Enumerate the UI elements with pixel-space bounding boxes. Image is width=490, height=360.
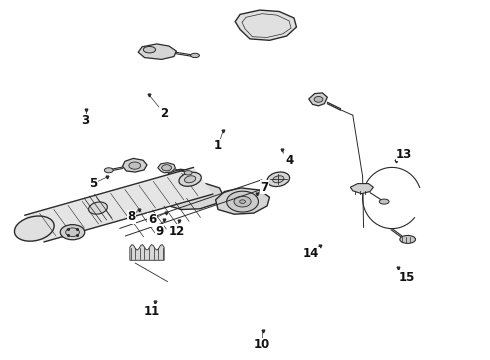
- Ellipse shape: [162, 165, 172, 171]
- Text: 15: 15: [398, 271, 415, 284]
- Text: 14: 14: [303, 247, 319, 260]
- Text: 6: 6: [148, 213, 156, 226]
- Ellipse shape: [379, 199, 389, 204]
- Ellipse shape: [191, 53, 199, 58]
- Ellipse shape: [267, 172, 290, 186]
- Ellipse shape: [400, 235, 416, 243]
- Ellipse shape: [184, 171, 192, 175]
- Polygon shape: [158, 163, 175, 173]
- Ellipse shape: [179, 172, 201, 186]
- Polygon shape: [163, 183, 223, 210]
- Ellipse shape: [143, 46, 156, 53]
- Ellipse shape: [177, 175, 183, 178]
- Ellipse shape: [273, 176, 284, 183]
- Ellipse shape: [66, 228, 79, 237]
- Ellipse shape: [89, 202, 107, 214]
- Ellipse shape: [240, 200, 245, 203]
- Text: 12: 12: [168, 225, 185, 238]
- Polygon shape: [216, 188, 270, 214]
- Polygon shape: [24, 167, 213, 242]
- Ellipse shape: [234, 196, 251, 207]
- Text: 3: 3: [82, 114, 90, 127]
- Ellipse shape: [14, 216, 54, 241]
- Ellipse shape: [60, 225, 85, 240]
- Text: 7: 7: [261, 181, 269, 194]
- Text: 11: 11: [144, 305, 160, 318]
- Text: 10: 10: [254, 338, 270, 351]
- Polygon shape: [122, 158, 147, 172]
- Text: 2: 2: [160, 107, 168, 120]
- Text: 9: 9: [155, 225, 163, 238]
- Polygon shape: [164, 169, 198, 188]
- Ellipse shape: [185, 176, 196, 183]
- Ellipse shape: [314, 96, 323, 102]
- Polygon shape: [235, 10, 296, 40]
- Polygon shape: [130, 244, 164, 260]
- Text: 13: 13: [396, 148, 413, 161]
- Text: 5: 5: [89, 177, 97, 190]
- Ellipse shape: [226, 191, 259, 212]
- Polygon shape: [350, 184, 373, 194]
- Text: 1: 1: [214, 139, 222, 152]
- Polygon shape: [309, 93, 327, 106]
- Ellipse shape: [129, 162, 141, 169]
- Ellipse shape: [174, 172, 186, 180]
- Text: 8: 8: [127, 210, 135, 223]
- Ellipse shape: [104, 168, 113, 173]
- Polygon shape: [138, 44, 176, 59]
- Text: 4: 4: [285, 154, 293, 167]
